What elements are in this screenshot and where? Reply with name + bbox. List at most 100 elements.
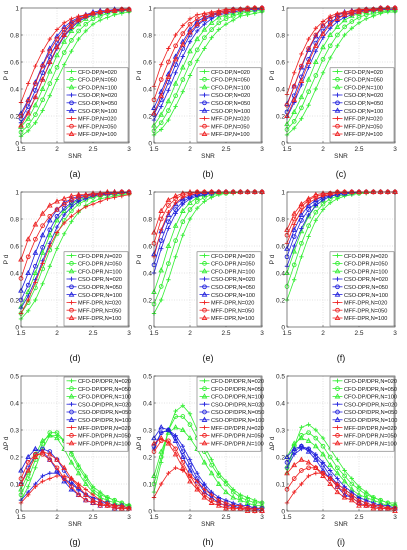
- legend-entry: CFO-DP/DPR,N=050: [66, 386, 131, 393]
- data-point: [75, 483, 82, 489]
- legend-marker: [202, 409, 207, 415]
- legend-marker: [201, 84, 208, 90]
- data-point: [69, 204, 74, 210]
- legend-marker: [334, 107, 341, 113]
- legend-label: MFF-DP,N=050: [344, 124, 383, 130]
- data-point: [187, 457, 193, 462]
- data-point: [105, 196, 110, 201]
- legend-marker: [202, 276, 207, 282]
- data-point: [208, 499, 215, 505]
- data-point: [215, 14, 222, 20]
- data-point: [230, 6, 236, 12]
- data-point: [54, 52, 60, 58]
- data-point: [209, 35, 214, 40]
- legend-entry: CFO-DPR,N=050: [66, 261, 122, 268]
- axes-frame: [153, 7, 263, 144]
- legend-label: CFO-DP/DPR,N=050: [344, 387, 397, 393]
- data-point: [312, 464, 319, 470]
- data-point: [112, 497, 117, 503]
- y-tick-label: 0.1: [10, 481, 19, 488]
- data-point: [298, 64, 305, 70]
- y-tick-label: 0.4: [276, 400, 285, 407]
- data-point: [201, 488, 208, 495]
- data-point: [83, 28, 88, 34]
- data-point: [320, 472, 326, 478]
- data-point: [334, 23, 341, 29]
- data-point: [216, 473, 222, 479]
- y-tick-label: 0.4: [143, 86, 152, 93]
- data-point: [208, 494, 215, 500]
- chart-panel-9: 1.5 2 2.5 3 0 0.1 0.2 0.3 0.4 0.5 SNR ΔP d (i) CFO-DP…: [269, 373, 398, 547]
- data-point: [335, 43, 340, 48]
- x-tick-label: 2: [321, 330, 325, 337]
- data-point: [342, 473, 347, 479]
- legend: CFO-DP/DPR,N=020 CFO-DP/DPR,N=050 CFO-DP/D…: [329, 376, 397, 452]
- y-tick-label: 0.2: [276, 297, 285, 304]
- data-point: [54, 456, 60, 462]
- legend-label: CSO-DP,N=100: [344, 109, 383, 115]
- data-point: [112, 505, 117, 511]
- chart-panel-7: 1.5 2 2.5 3 0 0.1 0.2 0.3 0.4 0.5 SNR ΔP d (g) CFO-DP…: [3, 373, 132, 547]
- legend-box: [196, 376, 262, 452]
- axes-frame: [20, 375, 130, 512]
- x-axis-label: SNR: [334, 153, 348, 160]
- data-point: [173, 93, 178, 99]
- data-point: [313, 452, 318, 457]
- legend-entry: CSO-DP/DPR,N=050: [332, 409, 397, 416]
- data-point: [363, 6, 369, 12]
- legend-marker: [202, 284, 207, 290]
- panel-caption: (d): [70, 353, 81, 363]
- legend-box: [196, 251, 262, 327]
- data-point: [377, 7, 384, 13]
- data-point: [69, 16, 74, 21]
- legend-marker: [335, 386, 340, 391]
- y-tick-label: 0.5: [276, 373, 285, 380]
- legend-label: CFO-DPR,N=050: [78, 262, 122, 268]
- data-point: [334, 15, 341, 21]
- chart-panel-6: 1.5 2 2.5 3 0 0.2 0.4 0.6 0.8 1 P d (f) CFO-DPR,N=02…: [269, 188, 398, 363]
- legend: CFO-DP/DPR,N=020 CFO-DP/DPR,N=050 CFO-DP/D…: [63, 376, 131, 452]
- data-point: [179, 426, 186, 433]
- data-point: [313, 427, 318, 433]
- data-point: [306, 212, 311, 218]
- legend-entry: CFO-DP,N=100: [332, 84, 383, 91]
- data-point: [202, 199, 207, 204]
- data-point: [76, 36, 81, 42]
- legend-marker: [334, 84, 341, 90]
- legend-marker: [201, 416, 208, 422]
- data-point: [39, 437, 46, 443]
- data-point: [306, 46, 311, 51]
- legend-entry: CSO-DP/DPR,N=020: [332, 402, 397, 408]
- data-point: [54, 434, 60, 441]
- data-point: [173, 196, 178, 202]
- data-point: [62, 20, 67, 26]
- data-point: [298, 201, 305, 207]
- data-point: [179, 38, 186, 44]
- legend-label: CFO-DPR,N=050: [344, 262, 388, 268]
- data-point: [40, 223, 45, 229]
- data-point: [82, 191, 89, 197]
- legend-entry: MFF-DP,N=100: [66, 130, 117, 138]
- chart-panel-8: 1.5 2 2.5 3 0 0.1 0.2 0.3 0.4 0.5 SNR ΔP d (h) CFO-DP…: [136, 373, 265, 547]
- data-point: [54, 36, 60, 42]
- data-point: [180, 77, 186, 82]
- legend-entry: CFO-DP/DPR,N=020: [332, 378, 397, 385]
- series-line: [20, 191, 129, 279]
- legend-marker: [69, 276, 74, 282]
- data-point: [33, 87, 38, 93]
- data-point: [291, 461, 298, 468]
- legend-marker: [69, 386, 74, 391]
- data-point: [82, 491, 89, 497]
- data-point: [363, 492, 369, 498]
- data-point: [68, 486, 75, 492]
- x-tick-label: 2.5: [88, 146, 97, 153]
- legend-entry: MFF-DP,N=050: [66, 123, 117, 130]
- data-point: [291, 96, 298, 102]
- legend-entry: CSO-DPR,N=020: [66, 276, 122, 283]
- legend-entry: CSO-DP/DPR,N=100: [199, 416, 264, 424]
- data-point: [223, 481, 229, 487]
- data-point: [25, 110, 32, 116]
- x-axis-label: SNR: [68, 521, 82, 528]
- series-line: [153, 7, 262, 100]
- legend-box: [329, 251, 395, 327]
